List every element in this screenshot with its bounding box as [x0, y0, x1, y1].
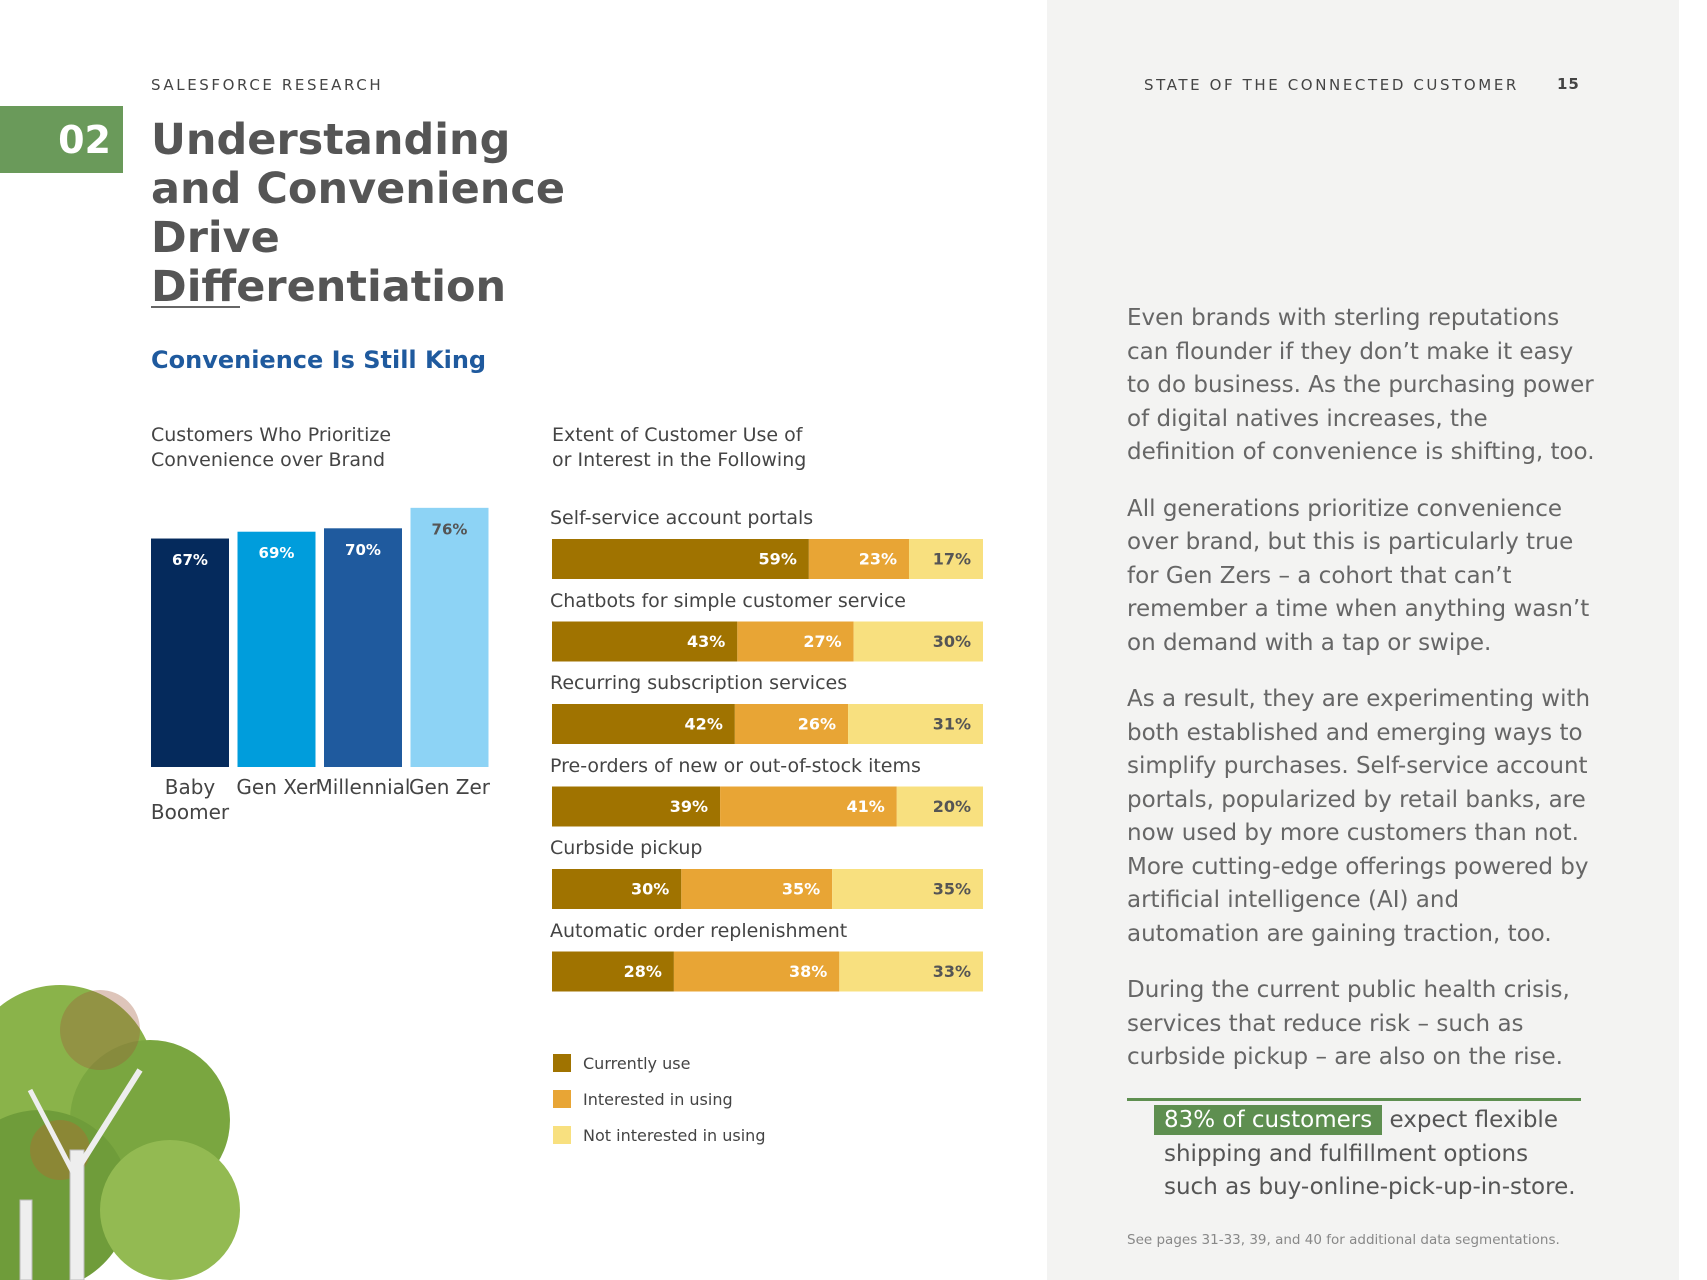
data-label: 70% [345, 541, 381, 559]
bar-segment [552, 786, 721, 827]
data-label: 35% [782, 880, 820, 899]
callout: 83% of customers expect flexible shippin… [1154, 1104, 1584, 1205]
bar-segment [734, 704, 849, 744]
bar-segment [720, 786, 897, 827]
data-label: 27% [803, 632, 841, 651]
data-label: 28% [624, 962, 662, 981]
data-label: 76% [432, 520, 468, 538]
data-label: 38% [789, 962, 827, 981]
footnote: See pages 31-33, 39, and 40 for addition… [1127, 1232, 1560, 1248]
data-label: 59% [759, 550, 797, 569]
legend-label: Not interested in using [583, 1126, 766, 1145]
bar-segment [552, 704, 735, 744]
section-heading: Convenience Is Still King [151, 346, 487, 374]
chart-title: Extent of Customer Use of or Interest in… [552, 424, 807, 471]
paragraph: All generations prioritize convenience o… [1127, 495, 1590, 656]
header-left: SALESFORCE RESEARCH [151, 76, 384, 94]
data-label: 35% [933, 880, 971, 899]
row-label: Curbside pickup [550, 837, 703, 859]
category-label: Gen Zer [408, 775, 491, 799]
data-label: 41% [847, 797, 885, 816]
category-label: Baby Boomer [150, 775, 230, 824]
bar-segment [737, 621, 854, 662]
callout-highlight: 83% of customers [1154, 1105, 1383, 1135]
chart-title: Customers Who Prioritize Convenience ove… [151, 424, 392, 471]
data-label: 39% [670, 797, 708, 816]
data-label: 26% [798, 715, 836, 734]
bar [237, 531, 316, 767]
row-label: Self-service account portals [550, 507, 814, 529]
category-label: Millennial [315, 775, 411, 799]
side-panel [1047, 0, 1679, 1280]
legend-label: Currently use [583, 1054, 691, 1073]
tree-illustration [0, 985, 240, 1280]
data-label: 17% [933, 550, 971, 569]
legend-label: Interested in using [583, 1090, 733, 1109]
data-label: 43% [687, 632, 725, 651]
data-label: 30% [933, 632, 971, 651]
legend-swatch [553, 1054, 571, 1072]
section-number: 02 [0, 106, 123, 173]
bar-segment [839, 951, 983, 992]
bar-segment [832, 869, 983, 909]
bar [324, 528, 402, 767]
paragraph: During the current public health crisis,… [1127, 977, 1570, 1070]
row-label: Recurring subscription services [550, 672, 848, 694]
section-title: Understanding and Convenience Drive Diff… [151, 115, 566, 312]
bar-segment [808, 539, 909, 579]
data-label: 20% [933, 797, 971, 816]
bar [410, 507, 489, 767]
bar-segment [552, 869, 682, 909]
bar-segment [848, 704, 983, 744]
bar-segment [908, 539, 983, 579]
paragraph: Even brands with sterling reputations ca… [1127, 305, 1595, 465]
row-label: Pre-orders of new or out-of-stock items [550, 754, 921, 777]
category-label: Gen Xer [236, 775, 317, 799]
header-right: STATE OF THE CONNECTED CUSTOMER [1144, 76, 1519, 94]
bar-segment [552, 621, 738, 662]
legend-swatch [553, 1126, 571, 1144]
row-label: Chatbots for simple customer service [550, 589, 906, 612]
data-label: 30% [631, 880, 669, 899]
bar-segment [552, 539, 809, 579]
bar-segment [853, 621, 983, 662]
paragraph: As a result, they are experimenting with… [1127, 686, 1591, 947]
bar-segment [896, 786, 983, 827]
data-label: 31% [933, 715, 971, 734]
body-text: Even brands with sterling reputations ca… [1127, 302, 1597, 1098]
data-label: 42% [685, 715, 723, 734]
bar-segment [673, 951, 840, 992]
divider [151, 306, 240, 308]
data-label: 33% [933, 962, 971, 981]
bar [151, 538, 229, 767]
row-label: Automatic order replenishment [550, 919, 848, 942]
legend-swatch [553, 1090, 571, 1108]
page-number: 15 [1557, 75, 1580, 93]
bar-segment [681, 869, 833, 909]
callout-text: expect flexible shipping and fulfillment… [1164, 1107, 1576, 1200]
data-label: 23% [859, 550, 897, 569]
data-label: 67% [172, 551, 208, 569]
bar-segment [552, 951, 674, 992]
callout-rule [1127, 1098, 1581, 1101]
data-label: 69% [259, 544, 295, 562]
